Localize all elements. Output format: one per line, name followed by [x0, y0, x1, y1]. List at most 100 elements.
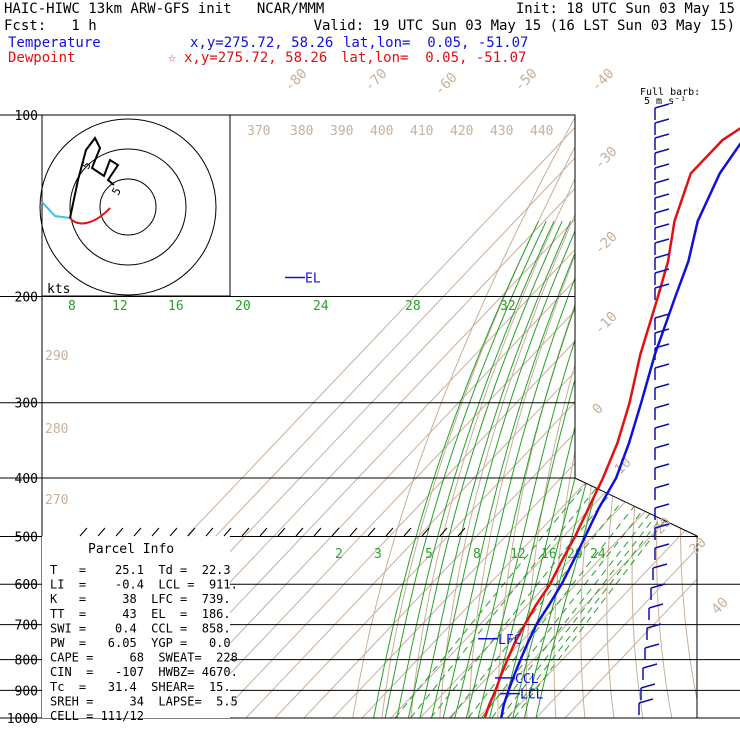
- wind-barb-flag: [654, 313, 670, 319]
- wind-barb-flag: [654, 193, 670, 199]
- theta-label: 430: [490, 124, 513, 139]
- isotherm-label: 0: [590, 401, 607, 418]
- mixing-ratio-label: 28: [405, 299, 421, 314]
- pressure-label: 700: [15, 619, 38, 634]
- isotherm-label: -30: [592, 144, 621, 173]
- wind-barb-flag: [640, 683, 656, 689]
- theta-label: 410: [410, 124, 433, 139]
- dry-adiabat: [439, 115, 622, 718]
- temperature-xy: x,y=275.72, 58.26: [190, 35, 334, 51]
- dry-adiabat: [410, 115, 607, 718]
- level-label: EL: [305, 272, 321, 287]
- hodograph-trace-red: [69, 207, 111, 225]
- theta-label: 390: [330, 124, 353, 139]
- isotherm-line: [158, 115, 697, 718]
- mixing-ratio-line: [480, 296, 697, 718]
- parcel-info-title: Parcel Info: [88, 542, 174, 557]
- moist-adiabat: [523, 221, 661, 718]
- wind-barb-flag: [648, 603, 664, 609]
- wind-legend-label: Full barb:: [640, 87, 700, 98]
- dry-adiabat: [381, 115, 592, 718]
- dry-adiabat: [704, 115, 740, 718]
- parcel-info-row: LI = -0.4 LCL = 911.: [50, 578, 238, 592]
- parcel-info-row: T = 25.1 Td = 22.3: [50, 563, 231, 577]
- pressure-label: 300: [15, 397, 38, 412]
- moist-adiabat: [477, 221, 619, 718]
- wind-barb-flag: [654, 523, 670, 529]
- wind-barb-flag: [654, 118, 670, 124]
- wind-barb-flag: [654, 208, 670, 214]
- moist-adiabat: [442, 221, 589, 718]
- wind-barb-flag: [654, 133, 670, 139]
- hodograph-trace: [69, 136, 120, 219]
- mixing-ratio-label: 3: [374, 547, 382, 562]
- parcel-info-box: [42, 527, 466, 718]
- wind-barb-flag: [654, 328, 670, 334]
- isotherm-line: [477, 115, 697, 718]
- pressure-label: 1000: [7, 712, 38, 727]
- parcel-info-row: CAPE = 68 SWEAT= 228: [50, 651, 238, 665]
- wind-barb-flag: [652, 563, 668, 569]
- wind-barb-flag: [638, 698, 654, 704]
- wind-barb-flag: [654, 483, 670, 489]
- wind-barb-flag: [654, 103, 670, 109]
- frontal-tick: [115, 527, 124, 537]
- wind-barb-flag: [654, 383, 670, 389]
- frontal-tick: [457, 527, 466, 537]
- dry-adiabat: [553, 115, 682, 718]
- wind-barb-flag: [642, 663, 658, 669]
- wind-barb-flag: [654, 543, 670, 549]
- frontal-tick: [385, 527, 394, 537]
- isotherm-line: [216, 115, 697, 718]
- dry-adiabat: [468, 115, 637, 718]
- parcel-info-row: CELL = 111/12: [50, 709, 144, 723]
- mixing-ratio-label: 12: [112, 299, 128, 314]
- isotherm-line: [390, 115, 697, 718]
- pressure-label: 100: [15, 109, 38, 124]
- frontal-tick: [349, 527, 358, 537]
- hodograph-trace-cyan: [41, 201, 71, 219]
- isotherm-line: [506, 115, 697, 718]
- wind-barb-flag: [654, 403, 670, 409]
- header-title: HAIC-HIWC 13km ARW-GFS init NCAR/MMM: [4, 1, 325, 17]
- frontal-tick: [169, 527, 178, 537]
- isotherm-label: 40: [709, 595, 732, 618]
- parcel-info-row: CIN = -107 HWBZ= 4670.: [50, 665, 238, 679]
- frontal-tick: [133, 527, 142, 537]
- pressure-label: 900: [15, 684, 38, 699]
- wind-barb-flag: [654, 363, 670, 369]
- dry-adiabat: [352, 115, 577, 718]
- plot-border: [42, 114, 698, 718]
- star-icon: ☆: [168, 50, 177, 66]
- mixing-ratio-label: 8: [68, 299, 76, 314]
- dry-adiabat: [656, 115, 697, 718]
- temperature-latlon: lat,lon= 0.05, -51.07: [343, 35, 529, 51]
- theta-label: 280: [45, 422, 68, 437]
- moist-adiabat: [419, 220, 572, 718]
- hodograph-ring: [99, 178, 157, 236]
- moist-adiabat: [373, 220, 539, 718]
- frontal-tick: [259, 527, 268, 537]
- frontal-tick: [241, 527, 250, 537]
- mixing-ratio-label: 20: [235, 299, 251, 314]
- pressure-label: 400: [15, 472, 38, 487]
- pressure-label: 500: [15, 530, 38, 545]
- parcel-info-background: [42, 536, 230, 718]
- mixing-ratio-label: 8: [473, 547, 481, 562]
- wind-barb-flag: [654, 268, 670, 274]
- wind-barb-flag: [654, 223, 670, 229]
- hodograph-ring: [39, 118, 217, 296]
- isotherm-line: [245, 115, 697, 718]
- theta-label: 420: [450, 124, 473, 139]
- mixing-ratio-label: 12: [510, 547, 526, 562]
- frontal-tick: [295, 527, 304, 537]
- mixing-ratio-label: 16: [541, 547, 557, 562]
- parcel-info-row: K = 38 LFC = 739.: [50, 592, 231, 606]
- frontal-tick: [331, 527, 340, 537]
- frontal-tick: [403, 527, 412, 537]
- moist-adiabat: [407, 220, 563, 718]
- isotherm-line: [419, 115, 697, 718]
- header-fcst: Fcst: 1 h: [4, 18, 97, 34]
- hodograph-ring: [69, 148, 187, 266]
